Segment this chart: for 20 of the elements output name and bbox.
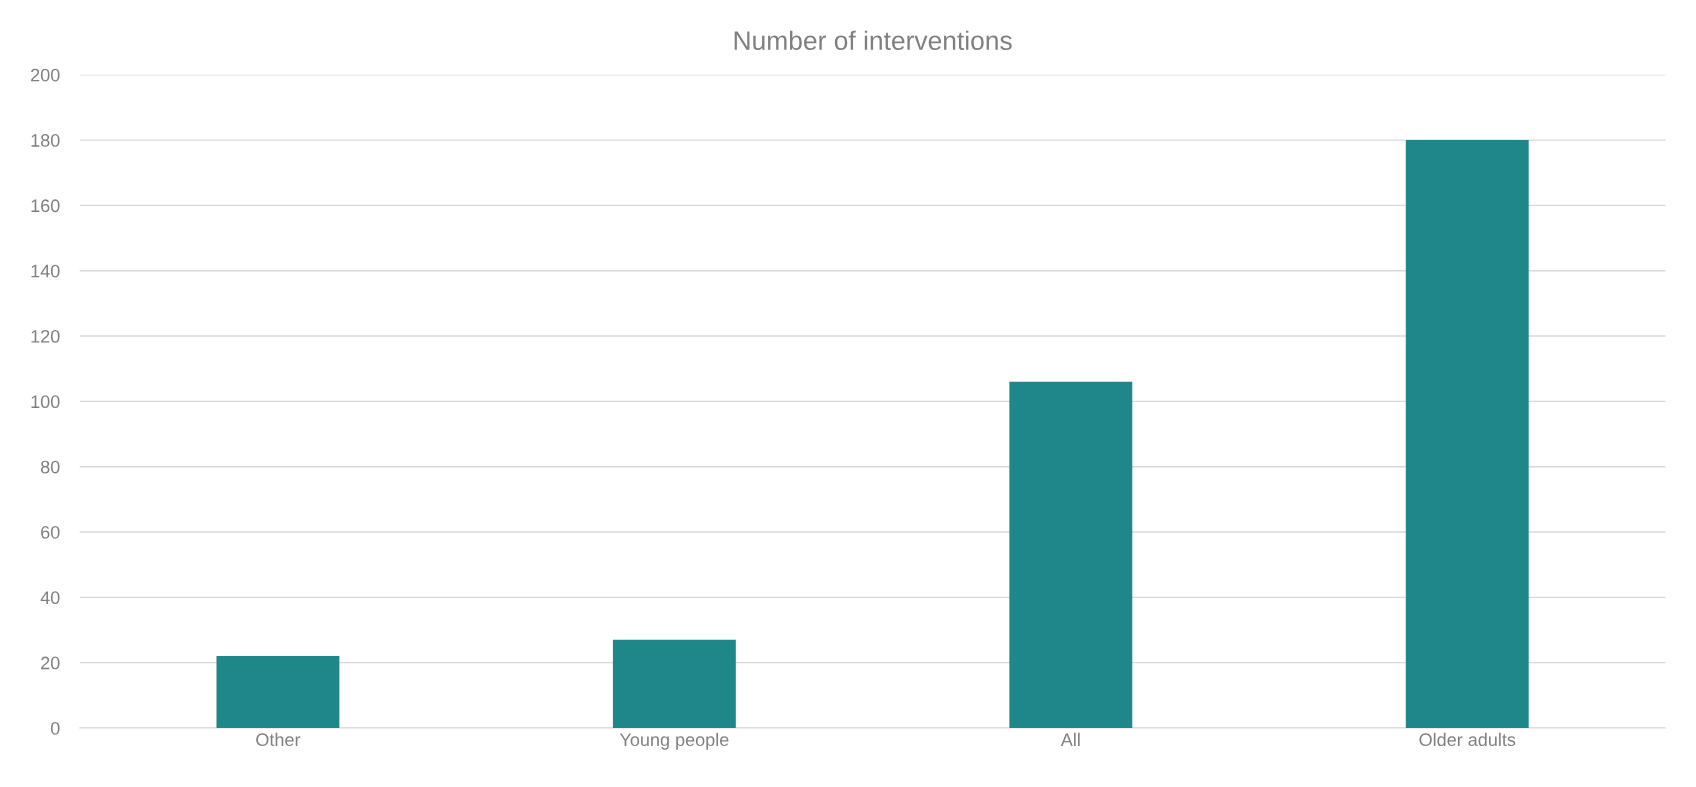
x-tick-label: Other — [256, 732, 301, 747]
x-tick-label: Older adults — [1419, 732, 1516, 747]
x-tick-label: Young people — [619, 732, 729, 750]
bar — [216, 656, 340, 728]
y-tick-label: 160 — [31, 199, 60, 213]
y-tick-label: 60 — [41, 525, 60, 539]
y-tick-label: 140 — [31, 264, 60, 278]
bar — [1009, 381, 1133, 728]
bar — [612, 639, 736, 728]
y-tick-label: 0 — [50, 721, 60, 735]
chart-title: Number of interventions — [734, 30, 1012, 51]
y-tick-label: 40 — [40, 591, 60, 605]
y-tick-label: 100 — [31, 395, 60, 409]
y-tick-label: 80 — [40, 460, 60, 474]
bar — [1405, 140, 1529, 728]
y-tick-label: 120 — [31, 329, 60, 343]
x-tick-label: All — [1060, 732, 1080, 746]
y-tick-label: 200 — [31, 68, 60, 82]
y-tick-label: 20 — [41, 656, 60, 670]
y-tick-label: 180 — [31, 134, 60, 147]
